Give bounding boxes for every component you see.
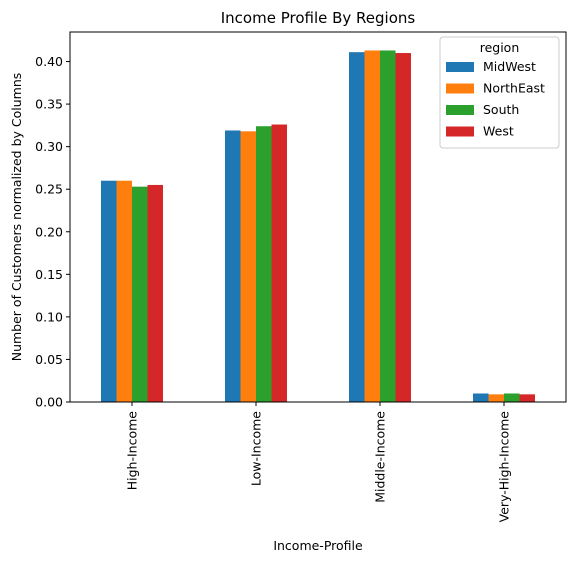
legend-entry-south: South xyxy=(483,102,519,117)
bar-middle-income-west xyxy=(395,53,411,403)
bar-high-income-midwest xyxy=(101,180,117,402)
bar-very-high-income-south xyxy=(504,393,520,402)
x-tick-label: Middle-Income xyxy=(373,411,388,503)
y-axis-label: Number of Customers normalized by Column… xyxy=(9,73,24,362)
legend-swatch-northeast xyxy=(446,83,474,94)
y-tick-label: 0.35 xyxy=(35,97,63,112)
bar-low-income-midwest xyxy=(225,130,241,402)
y-tick-label: 0.10 xyxy=(35,309,63,324)
bar-middle-income-midwest xyxy=(349,52,365,402)
bar-middle-income-northeast xyxy=(364,50,380,402)
y-tick-label: 0.40 xyxy=(35,54,63,69)
x-tick-label: Low-Income xyxy=(249,411,264,486)
bar-low-income-northeast xyxy=(240,131,256,402)
x-axis: High-Income Low-Income Middle-Income Very-H… xyxy=(125,402,512,522)
legend-swatch-midwest xyxy=(446,62,474,72)
bar-high-income-south xyxy=(132,186,148,402)
legend-entry-west: West xyxy=(483,124,514,139)
y-tick-label: 0.00 xyxy=(35,395,63,410)
bar-very-high-income-west xyxy=(519,394,535,402)
legend-entry-midwest: MidWest xyxy=(483,59,536,74)
x-axis-label: Income-Profile xyxy=(273,538,363,553)
bar-low-income-south xyxy=(256,126,272,402)
x-tick-label: Very-High-Income xyxy=(497,411,512,523)
bar-very-high-income-midwest xyxy=(473,393,489,402)
bar-very-high-income-northeast xyxy=(488,394,504,402)
bar-low-income-west xyxy=(271,124,287,403)
legend-swatch-west xyxy=(446,126,474,137)
y-axis: 0.00 0.05 0.10 0.15 0.20 0.25 0.30 0.35 0.40 xyxy=(35,54,70,410)
bar-high-income-northeast xyxy=(116,180,132,402)
legend: region MidWest NorthEast South West xyxy=(439,36,560,149)
legend-title: region xyxy=(480,40,520,55)
y-tick-label: 0.25 xyxy=(35,182,63,197)
bar-middle-income-south xyxy=(380,50,396,402)
y-tick-label: 0.15 xyxy=(35,267,63,282)
bars xyxy=(101,50,535,403)
y-tick-label: 0.20 xyxy=(35,224,63,239)
bar-high-income-west xyxy=(147,184,163,402)
x-tick-label: High-Income xyxy=(125,411,140,491)
legend-swatch-south xyxy=(446,105,474,115)
plot-area-frame xyxy=(69,31,567,403)
legend-entry-northeast: NorthEast xyxy=(483,81,545,96)
y-tick-label: 0.30 xyxy=(35,139,63,154)
y-tick-label: 0.05 xyxy=(35,352,63,367)
chart-title: Income Profile By Regions xyxy=(221,9,416,27)
